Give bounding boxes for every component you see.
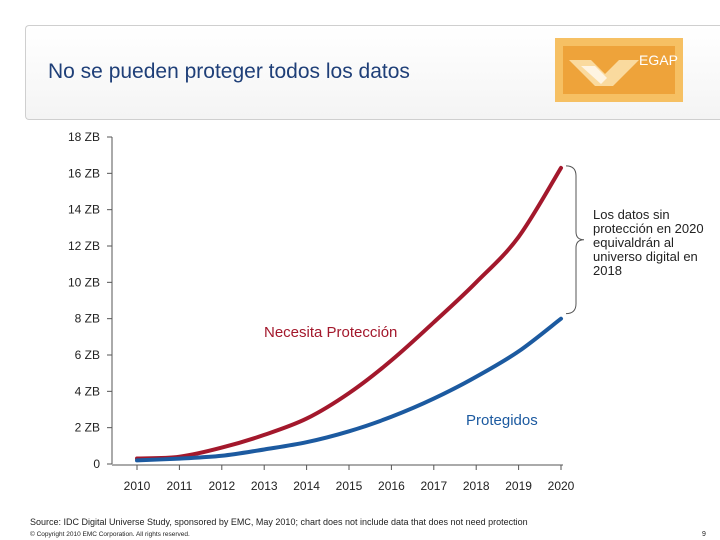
series-label-necesita-proteccion: Necesita Protección: [264, 324, 397, 341]
y-tick-label: 6 ZB: [75, 348, 100, 362]
x-tick-label: 2012: [208, 479, 235, 493]
series-group: [135, 165, 563, 463]
y-tick-label: 10 ZB: [68, 275, 100, 289]
x-tick-label: 2015: [336, 479, 363, 493]
page-title: No se pueden proteger todos los datos: [48, 60, 410, 83]
x-tick-label: 2017: [420, 479, 447, 493]
x-axis: 2010 2011 2012 2013 2014 2015 2016 2017 2018 2019…: [112, 464, 575, 493]
annotation-text: Los datos sin protección en 2020 equival…: [593, 207, 704, 278]
y-axis: 0 2 ZB 4 ZB 6 ZB 8 ZB 10 ZB 12 ZB 14 ZB 16 ZB 18 …: [68, 130, 113, 471]
annotation-brace: [565, 165, 585, 315]
logo-text: EGAP: [639, 52, 678, 68]
source-note: Source: IDC Digital Universe Study, spon…: [30, 517, 528, 527]
egap-logo: EGAP: [555, 38, 683, 102]
x-tick-label: 2010: [124, 479, 151, 493]
y-tick-label: 2 ZB: [75, 421, 100, 435]
copyright-note: © Copyright 2010 EMC Corporation. All ri…: [30, 531, 190, 538]
x-tick-label: 2011: [166, 479, 192, 493]
y-tick-label: 18 ZB: [68, 130, 100, 144]
y-tick-label: 8 ZB: [75, 312, 100, 326]
y-tick-label: 14 ZB: [68, 203, 100, 217]
x-tick-label: 2018: [463, 479, 490, 493]
series-label-protegidos: Protegidos: [466, 412, 538, 429]
x-tick-label: 2019: [505, 479, 532, 493]
y-tick-label: 0: [93, 457, 100, 471]
x-tick-label: 2014: [293, 479, 320, 493]
series-labels: Necesita Protección Protegidos: [264, 324, 538, 429]
x-tick-label: 2020: [548, 479, 575, 493]
x-tick-label: 2016: [378, 479, 405, 493]
page-number: 9: [702, 531, 706, 538]
annotation-bracket: [565, 165, 585, 315]
x-tick-label: 2013: [251, 479, 278, 493]
y-tick-label: 12 ZB: [68, 239, 100, 253]
y-tick-label: 4 ZB: [75, 384, 100, 398]
y-tick-label: 16 ZB: [68, 166, 100, 180]
